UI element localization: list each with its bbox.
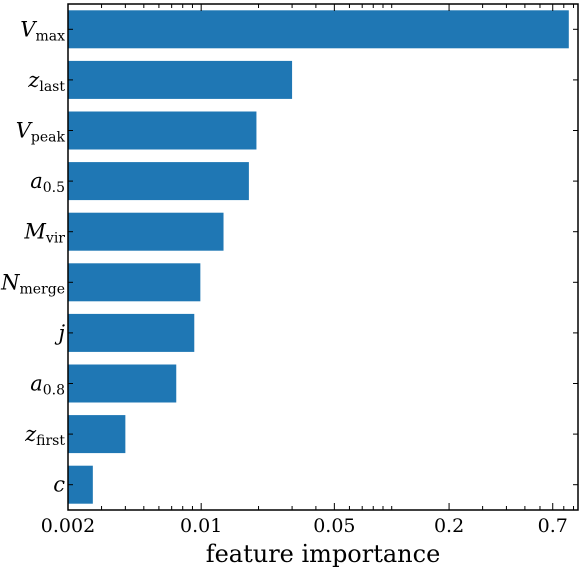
category-label: Vmax	[20, 17, 65, 44]
x-tick-label: 0.7	[538, 515, 568, 537]
category-label: Nmerge	[0, 270, 65, 297]
x-tick-labels: 0.002 0.01 0.05 0.2 0.7	[41, 515, 568, 537]
bar	[68, 162, 249, 201]
category-label: c	[53, 473, 65, 497]
bar	[68, 364, 177, 403]
category-label: j	[54, 321, 65, 345]
plot-frame	[67, 3, 579, 511]
category-label: a0.5	[30, 169, 65, 196]
bar	[68, 313, 195, 352]
bar	[68, 263, 201, 302]
category-label: a0.8	[30, 372, 65, 399]
category-label: Vpeak	[16, 119, 66, 146]
x-tick-label: 0.2	[434, 515, 464, 537]
bar	[68, 10, 569, 49]
x-tick-label: 0.01	[180, 515, 222, 537]
bars-layer	[68, 10, 569, 504]
category-label: Mvir	[23, 220, 65, 247]
x-tick-label: 0.05	[313, 515, 355, 537]
x-tick-label: 0.002	[41, 515, 95, 537]
bar	[68, 111, 257, 150]
bar	[68, 415, 126, 454]
category-labels: Vmax zlast Vpeak a0.5 Mvir Nmerge j a0.8 zfirst c	[0, 17, 65, 496]
category-label: zfirst	[24, 422, 65, 449]
x-axis-title: feature importance	[206, 540, 441, 568]
ticks-layer	[67, 4, 578, 510]
category-label: zlast	[27, 68, 65, 95]
bar	[68, 60, 293, 99]
bar	[68, 212, 224, 251]
